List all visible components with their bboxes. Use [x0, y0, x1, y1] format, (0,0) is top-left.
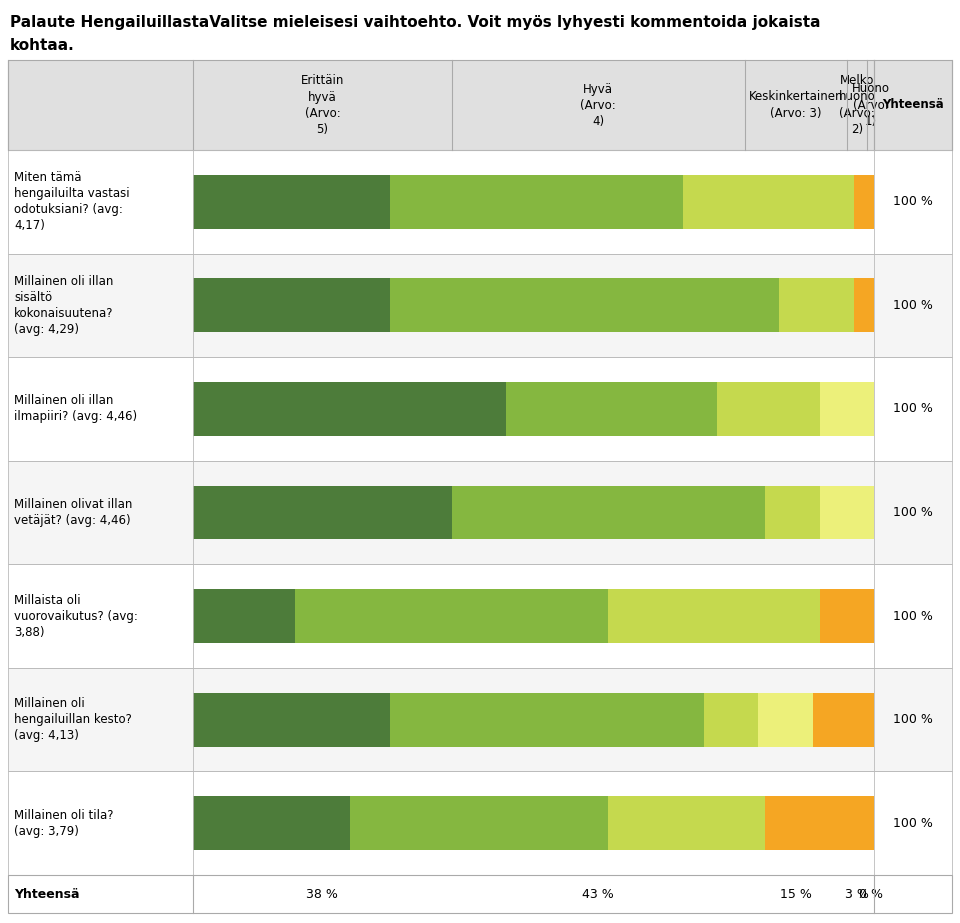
Text: 15 %: 15 %	[780, 888, 811, 901]
Bar	[193, 174, 391, 229]
Bar	[8, 254, 952, 357]
Text: Keskinkertainen
(Arvo: 3): Keskinkertainen (Arvo: 3)	[749, 90, 843, 119]
Bar	[779, 279, 853, 332]
Bar	[704, 693, 758, 747]
Bar	[8, 772, 952, 875]
Text: Yhteensä: Yhteensä	[14, 888, 80, 901]
Text: Millainen oli illan
sisältö
kokonaisuutena?
(avg: 4,29): Millainen oli illan sisältö kokonaisuute…	[14, 275, 113, 336]
Bar	[193, 797, 349, 850]
Bar	[853, 279, 874, 332]
Text: Hyvä
(Arvo:
4): Hyvä (Arvo: 4)	[580, 82, 616, 127]
Text: 100 %: 100 %	[893, 402, 933, 415]
Bar	[193, 485, 452, 539]
Bar	[8, 150, 952, 254]
Bar	[813, 693, 874, 747]
Text: 38 %: 38 %	[306, 888, 338, 901]
Bar	[758, 693, 813, 747]
Text: 100 %: 100 %	[893, 817, 933, 830]
Text: Miten tämä
hengailuilta vastasi
odotuksiani? (avg:
4,17): Miten tämä hengailuilta vastasi odotuksi…	[14, 172, 130, 233]
Bar	[8, 875, 952, 913]
Text: 3 %: 3 %	[845, 888, 869, 901]
Text: Millainen oli tila?
(avg: 3,79): Millainen oli tila? (avg: 3,79)	[14, 809, 113, 838]
Text: 100 %: 100 %	[893, 713, 933, 726]
Text: kohtaa.: kohtaa.	[10, 38, 75, 53]
Text: 43 %: 43 %	[583, 888, 614, 901]
Text: 100 %: 100 %	[893, 506, 933, 519]
Bar	[717, 382, 820, 436]
Bar	[8, 60, 952, 150]
Text: 0 %: 0 %	[858, 888, 882, 901]
Bar	[820, 589, 874, 643]
Bar	[8, 564, 952, 668]
Text: 100 %: 100 %	[893, 299, 933, 312]
Text: Melko
huono
(Arvo:
2): Melko huono (Arvo: 2)	[839, 75, 876, 136]
Text: Palaute HengailuillastaValitse mieleisesi vaihtoehto. Voit myös lyhyesti komment: Palaute HengailuillastaValitse mieleises…	[10, 15, 821, 30]
Bar	[8, 150, 952, 254]
Bar	[193, 693, 391, 747]
Text: 100 %: 100 %	[893, 196, 933, 209]
Bar	[684, 174, 853, 229]
Bar	[820, 382, 874, 436]
Text: Millaista oli
vuorovaikutus? (avg:
3,88): Millaista oli vuorovaikutus? (avg: 3,88)	[14, 593, 138, 639]
Bar	[8, 772, 952, 875]
Bar	[452, 485, 765, 539]
Bar	[8, 254, 952, 357]
Bar	[193, 382, 506, 436]
Bar	[765, 485, 820, 539]
Bar	[8, 461, 952, 564]
Bar	[820, 485, 874, 539]
Text: Yhteensä: Yhteensä	[882, 99, 944, 112]
Bar	[8, 461, 952, 564]
Bar	[391, 693, 704, 747]
Bar	[193, 279, 391, 332]
Bar	[506, 382, 717, 436]
Text: Erittäin
hyvä
(Arvo:
5): Erittäin hyvä (Arvo: 5)	[300, 75, 344, 136]
Bar	[8, 668, 952, 772]
Bar	[8, 357, 952, 461]
Bar	[193, 589, 295, 643]
Text: Millainen olivat illan
vetäjät? (avg: 4,46): Millainen olivat illan vetäjät? (avg: 4,…	[14, 498, 132, 527]
Bar	[391, 279, 779, 332]
Bar	[8, 875, 952, 913]
Bar	[8, 60, 952, 150]
Bar	[295, 589, 609, 643]
Text: 100 %: 100 %	[893, 609, 933, 623]
Bar	[853, 174, 874, 229]
Text: Huono
(Arvo:
1): Huono (Arvo: 1)	[852, 82, 890, 127]
Bar	[391, 174, 684, 229]
Bar	[349, 797, 609, 850]
Bar	[609, 589, 820, 643]
Bar	[609, 797, 765, 850]
Bar	[765, 797, 874, 850]
Bar	[8, 357, 952, 461]
Bar	[8, 564, 952, 668]
Bar	[8, 668, 952, 772]
Text: Millainen oli
hengailuillan kesto?
(avg: 4,13): Millainen oli hengailuillan kesto? (avg:…	[14, 697, 132, 742]
Text: Millainen oli illan
ilmapiiri? (avg: 4,46): Millainen oli illan ilmapiiri? (avg: 4,4…	[14, 394, 137, 424]
